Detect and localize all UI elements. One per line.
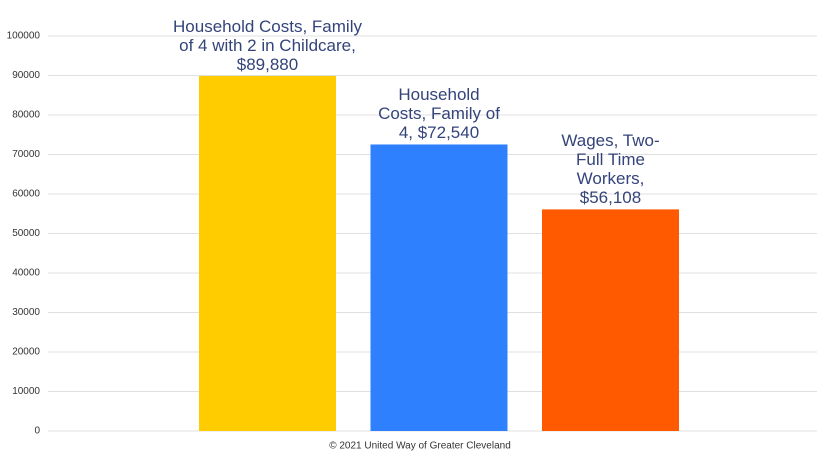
source: © 2021 United Way of Greater Cleveland: [329, 441, 511, 452]
y-tick-label: 30000: [12, 307, 40, 318]
y-tick-label: 0: [34, 426, 40, 437]
y-tick-label: 20000: [12, 347, 40, 358]
bar: [542, 209, 679, 431]
y-tick-label: 80000: [12, 110, 40, 121]
y-tick-label: 50000: [12, 228, 40, 239]
value-label: Household Costs, Family of 4 with 2 in C…: [173, 16, 362, 74]
y-tick-label: 40000: [12, 268, 40, 279]
y-tick-label: 10000: [12, 386, 40, 397]
y-tick-label: 70000: [12, 149, 40, 160]
value-label: Wages, Two-Full Time Workers, $56,108: [561, 131, 660, 208]
y-tick-label: 60000: [12, 189, 40, 200]
y-tick-label: 100000: [7, 31, 41, 42]
bar: [199, 75, 336, 431]
value-label: Household Costs, Family of 4, $72,540: [378, 85, 500, 143]
bar: [370, 144, 508, 432]
y-tick-label: 90000: [12, 70, 40, 81]
